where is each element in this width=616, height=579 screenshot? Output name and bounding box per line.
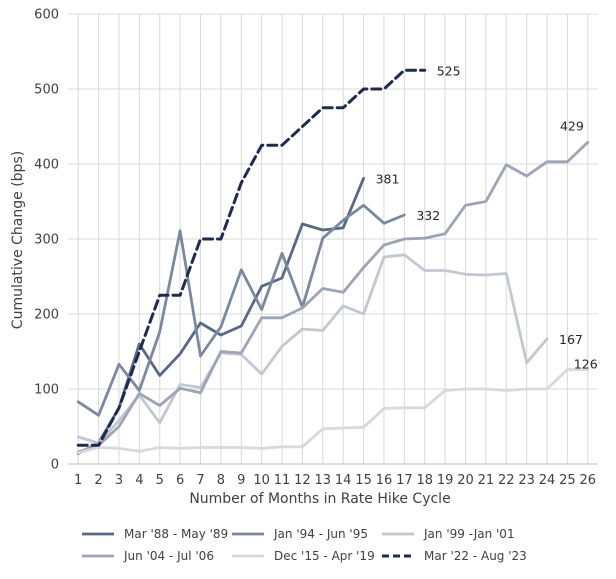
series-line-6: [76, 68, 427, 447]
x-tick-label: 10: [253, 473, 270, 488]
y-tick-labels: 0 100 200 300 400 500 600: [34, 8, 59, 473]
legend-label: Jan '99 -Jan '01: [423, 527, 515, 541]
x-tick-label: 12: [294, 473, 311, 488]
x-tick-label: 18: [416, 473, 433, 488]
end-value-label: 525: [437, 63, 461, 78]
x-tick-label: 24: [539, 473, 556, 488]
x-tick-label: 23: [518, 473, 535, 488]
end-value-label: 167: [559, 332, 583, 347]
legend: Mar '88 - May '89 Jan '94 - Jun '95 Jan '9…: [82, 527, 527, 563]
x-tick-label: 9: [237, 473, 245, 488]
series-line-4: [76, 140, 590, 454]
y-tick-label: 600: [34, 8, 59, 23]
end-value-label: 332: [416, 208, 440, 223]
x-axis-title: Number of Months in Rate Hike Cycle: [189, 491, 450, 507]
legend-label: Jan '94 - Jun '95: [273, 527, 368, 541]
x-tick-label: 8: [217, 473, 225, 488]
x-tick-label: 25: [559, 473, 576, 488]
x-tick-label: 19: [437, 473, 454, 488]
x-tick-label: 11: [274, 473, 291, 488]
legend-label: Mar '22 - Aug '23: [424, 549, 527, 563]
y-tick-label: 500: [34, 83, 59, 98]
y-tick-label: 200: [34, 308, 59, 323]
y-tick-label: 300: [34, 233, 59, 248]
y-tick-label: 400: [34, 158, 59, 173]
y-tick-label: 100: [34, 383, 59, 398]
x-tick-labels: 1 2 3 4 5 6 7 8 9 10 11 12 13 14 15 16 17 18 19 20 21 22 23 24 2…: [74, 473, 596, 488]
end-value-label: 429: [560, 118, 584, 133]
legend-label: Mar '88 - May '89: [124, 527, 228, 541]
series-line-2: [76, 203, 406, 417]
x-tick-label: 17: [396, 473, 413, 488]
x-tick-label: 3: [115, 473, 123, 488]
y-axis-title: Cumulative Change (bps): [10, 151, 26, 329]
series-line-5: [76, 368, 590, 455]
x-tick-label: 22: [498, 473, 515, 488]
x-tick-label: 6: [176, 473, 184, 488]
x-tick-label: 20: [457, 473, 474, 488]
x-tick-label: 15: [355, 473, 372, 488]
legend-label: Dec '15 - Apr '19: [274, 549, 375, 563]
x-tick-label: 2: [94, 473, 102, 488]
legend-label: Jun '04 - Jul '06: [123, 549, 214, 563]
grid: [68, 13, 598, 465]
x-tick-label: 21: [478, 473, 495, 488]
end-value-label: 381: [376, 171, 400, 186]
y-tick-label: 0: [51, 458, 59, 473]
x-tick-label: 5: [156, 473, 164, 488]
end-labels: 381 332 167 429 126 525: [376, 63, 598, 371]
x-tick-label: 1: [74, 473, 82, 488]
x-tick-label: 14: [335, 473, 352, 488]
end-value-label: 126: [574, 357, 598, 372]
x-tick-label: 4: [135, 473, 143, 488]
series-line-3: [76, 253, 549, 445]
x-tick-label: 16: [376, 473, 393, 488]
x-tick-label: 7: [196, 473, 204, 488]
x-tick-label: 13: [315, 473, 332, 488]
x-tick-label: 26: [580, 473, 597, 488]
series-layer: [76, 68, 590, 455]
